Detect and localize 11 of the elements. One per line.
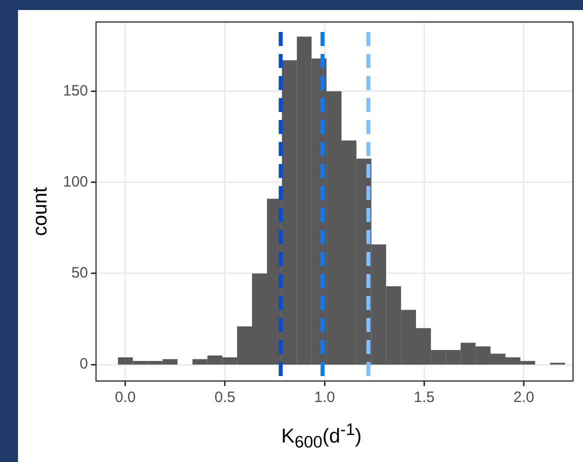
x-axis-title: K$_{600}$(d$^{-1}$) bbox=[280, 420, 363, 453]
x-tick-label: 1.0 bbox=[314, 389, 335, 406]
y-tick-label: 0 bbox=[80, 356, 88, 373]
y-tick-label: 50 bbox=[71, 264, 88, 282]
y-axis-title: count bbox=[30, 186, 52, 238]
x-tick-label: 0.0 bbox=[114, 389, 136, 406]
x-tick-label: 2.0 bbox=[513, 389, 534, 406]
x-tick-label: 0.5 bbox=[214, 389, 236, 406]
y-tick-label: 150 bbox=[62, 82, 88, 100]
x-tick-label: 1.5 bbox=[414, 389, 435, 406]
y-tick-label: 100 bbox=[62, 174, 88, 191]
